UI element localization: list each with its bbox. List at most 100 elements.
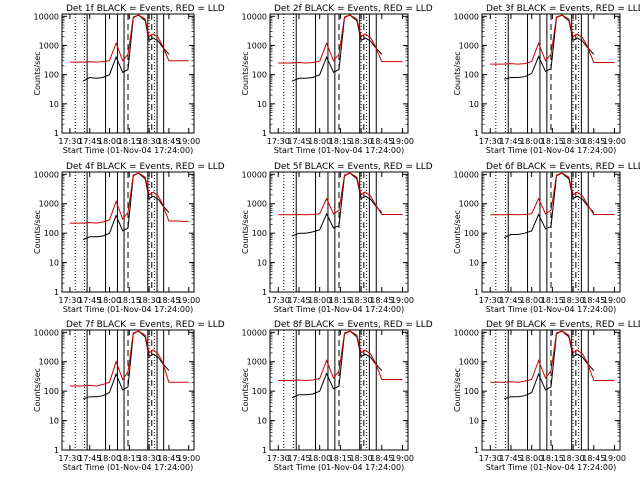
x-tick-label: 17:30	[479, 137, 502, 146]
x-tick-label: 18:15	[118, 296, 141, 305]
series-line-lld	[69, 330, 189, 387]
x-axis-label: Start Time (01-Nov-04 17:24:00)	[274, 463, 404, 472]
x-tick-label: 17:30	[479, 454, 502, 463]
x-axis-label: Start Time (01-Nov-04 17:24:00)	[274, 146, 404, 155]
x-tick-label: 18:30	[138, 296, 161, 305]
y-tick-label: 1000	[247, 200, 267, 209]
y-tick-label: 1	[54, 288, 59, 297]
x-tick-label: 17:45	[287, 454, 310, 463]
y-tick-label: 10	[49, 417, 59, 426]
panel-title: Det 9f BLACK = Events, RED = LLD	[486, 320, 640, 330]
panel-title: Det 6f BLACK = Events, RED = LLD	[486, 162, 640, 172]
y-axis-label: Counts/sec	[33, 368, 42, 412]
y-tick-label: 1	[262, 129, 267, 138]
y-tick-label: 10000	[454, 12, 479, 21]
x-tick-label: 18:30	[562, 296, 585, 305]
x-tick-label: 19:00	[603, 137, 626, 146]
x-tick-label: 18:15	[329, 137, 352, 146]
x-tick-label: 18:30	[562, 137, 585, 146]
y-tick-label: 1	[474, 288, 479, 297]
x-tick-label: 17:45	[78, 454, 101, 463]
x-tick-label: 18:45	[370, 454, 393, 463]
y-tick-label: 1	[54, 446, 59, 455]
y-tick-label: 1	[54, 129, 59, 138]
x-tick-label: 17:30	[58, 137, 81, 146]
x-tick-label: 18:30	[138, 137, 161, 146]
y-tick-label: 10000	[242, 12, 267, 21]
x-tick-label: 18:30	[350, 454, 373, 463]
x-tick-label: 18:00	[520, 454, 543, 463]
y-tick-label: 10000	[242, 328, 267, 337]
x-tick-label: 18:15	[118, 137, 141, 146]
series-line-lld	[490, 14, 615, 65]
x-tick-label: 18:00	[308, 454, 331, 463]
x-tick-label: 18:30	[562, 454, 585, 463]
y-axis-label: Counts/sec	[241, 210, 250, 254]
series-line-lld	[69, 14, 189, 63]
x-tick-label: 19:00	[391, 296, 414, 305]
series-line-events	[82, 172, 170, 241]
x-axis-label: Start Time (01-Nov-04 17:24:00)	[63, 463, 193, 472]
y-tick-label: 10000	[34, 170, 59, 179]
series-line-events	[291, 14, 383, 82]
y-tick-label: 1000	[39, 358, 59, 367]
y-tick-label: 1	[474, 446, 479, 455]
x-tick-label: 17:30	[479, 296, 502, 305]
y-tick-label: 1	[262, 288, 267, 297]
x-tick-label: 17:45	[78, 137, 101, 146]
y-tick-label: 100	[252, 71, 267, 80]
y-tick-label: 100	[44, 387, 59, 396]
series-line-events	[503, 330, 595, 400]
series-line-lld	[490, 172, 615, 216]
x-tick-label: 17:45	[499, 454, 522, 463]
x-tick-label: 18:15	[329, 454, 352, 463]
y-tick-label: 1	[262, 446, 267, 455]
x-tick-label: 18:45	[157, 137, 180, 146]
y-tick-label: 10000	[242, 170, 267, 179]
panel-title: Det 3f BLACK = Events, RED = LLD	[486, 4, 640, 14]
x-tick-label: 19:00	[603, 454, 626, 463]
x-axis-label: Start Time (01-Nov-04 17:24:00)	[63, 146, 193, 155]
x-tick-label: 18:45	[582, 454, 605, 463]
y-tick-label: 1000	[247, 41, 267, 50]
panel-title: Det 4f BLACK = Events, RED = LLD	[66, 162, 225, 172]
panel-8: Det 8f BLACK = Events, RED = LLD Counts/s…	[241, 320, 433, 472]
x-tick-label: 18:15	[329, 296, 352, 305]
y-tick-label: 10	[257, 417, 267, 426]
x-tick-label: 18:30	[350, 296, 373, 305]
x-tick-label: 18:00	[520, 137, 543, 146]
y-tick-label: 100	[464, 387, 479, 396]
panel-4: Det 4f BLACK = Events, RED = LLD Counts/s…	[33, 162, 225, 314]
x-tick-label: 19:00	[391, 137, 414, 146]
panel-2: Det 2f BLACK = Events, RED = LLD Counts/s…	[241, 4, 433, 155]
x-tick-label: 17:30	[58, 296, 81, 305]
y-tick-label: 10	[49, 100, 59, 109]
series-line-lld	[278, 14, 403, 64]
panel-title: Det 2f BLACK = Events, RED = LLD	[274, 4, 433, 14]
series-line-lld	[278, 330, 403, 382]
x-tick-label: 17:30	[267, 137, 290, 146]
series-line-events	[503, 172, 595, 239]
x-axis-label: Start Time (01-Nov-04 17:24:00)	[63, 305, 193, 314]
y-tick-label: 1000	[459, 200, 479, 209]
y-axis-label: Counts/sec	[453, 210, 462, 254]
x-tick-label: 18:45	[157, 454, 180, 463]
x-tick-label: 18:00	[98, 137, 121, 146]
x-tick-label: 18:15	[541, 137, 564, 146]
x-tick-label: 18:15	[118, 454, 141, 463]
y-axis-label: Counts/sec	[33, 51, 42, 95]
panel-6: Det 6f BLACK = Events, RED = LLD Counts/s…	[453, 162, 640, 314]
y-tick-label: 100	[252, 229, 267, 238]
x-tick-label: 19:00	[391, 454, 414, 463]
y-axis-label: Counts/sec	[241, 368, 250, 412]
panel-3: Det 3f BLACK = Events, RED = LLD Counts/s…	[453, 4, 640, 155]
x-tick-label: 18:45	[157, 296, 180, 305]
series-line-events	[291, 172, 383, 237]
y-tick-label: 10000	[454, 170, 479, 179]
x-tick-label: 18:00	[98, 454, 121, 463]
x-tick-label: 18:45	[582, 296, 605, 305]
y-axis-label: Counts/sec	[241, 51, 250, 95]
y-tick-label: 10000	[34, 12, 59, 21]
x-tick-label: 17:45	[499, 296, 522, 305]
panel-1: Det 1f BLACK = Events, RED = LLD Counts/s…	[33, 4, 225, 155]
